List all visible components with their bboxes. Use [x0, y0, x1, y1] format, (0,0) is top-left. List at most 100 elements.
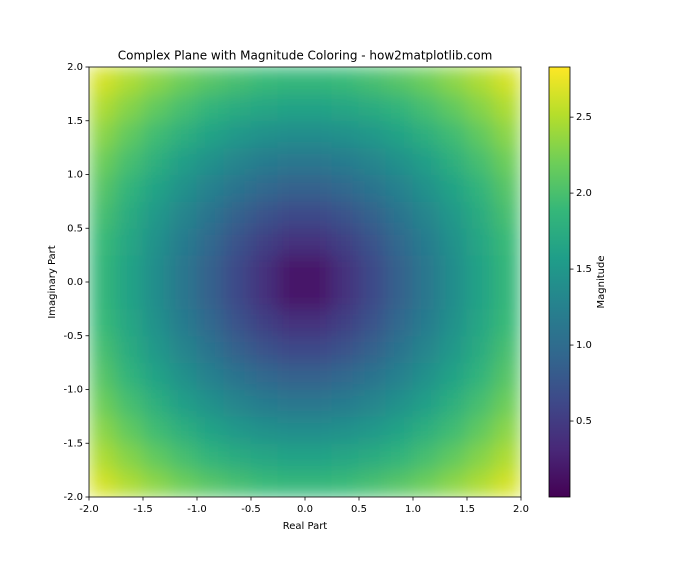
- heatmap-cell: [331, 147, 360, 175]
- heatmap-cell: [277, 67, 306, 95]
- heatmap-cell: [439, 93, 468, 122]
- heatmap-cell: [439, 362, 468, 390]
- heatmap-cell: [493, 93, 521, 122]
- heatmap-cell: [412, 415, 441, 444]
- heatmap-cells: [89, 67, 521, 497]
- heatmap-cell: [169, 174, 198, 202]
- heatmap-cell: [89, 93, 117, 122]
- heatmap-cell: [196, 147, 225, 175]
- heatmap-cell: [331, 174, 360, 202]
- heatmap-cell: [439, 200, 468, 229]
- heatmap-cell: [358, 389, 387, 417]
- heatmap-cell: [277, 362, 306, 390]
- heatmap-cell: [115, 308, 144, 337]
- heatmap-cell: [358, 120, 387, 149]
- heatmap-cell: [385, 227, 414, 256]
- heatmap-cell: [142, 308, 171, 337]
- heatmap-cell: [466, 147, 495, 175]
- heatmap-cell: [493, 147, 521, 175]
- heatmap-cell: [331, 389, 360, 417]
- y-axis-label: Imaginary Part: [47, 245, 58, 318]
- heatmap-cell: [223, 415, 252, 444]
- heatmap-cell: [439, 308, 468, 337]
- heatmap-cell: [250, 335, 279, 364]
- heatmap-cell: [358, 362, 387, 390]
- colorbar-tick-label: 0.5: [576, 416, 592, 427]
- heatmap-cell: [196, 200, 225, 229]
- heatmap-cell: [439, 67, 468, 95]
- heatmap-cell: [115, 67, 144, 95]
- y-tick-label: -1.5: [63, 438, 83, 449]
- heatmap-cell: [89, 308, 117, 337]
- heatmap-cell: [412, 174, 441, 202]
- heatmap-cell: [385, 281, 414, 310]
- heatmap-cell: [196, 469, 225, 497]
- colorbar-tick-label: 1.0: [576, 340, 592, 351]
- heatmap-cell: [115, 200, 144, 229]
- heatmap-cell: [466, 281, 495, 310]
- heatmap-cell: [169, 147, 198, 175]
- heatmap-cell: [169, 415, 198, 444]
- heatmap-cell: [358, 308, 387, 337]
- heatmap-cell: [277, 308, 306, 337]
- heatmap-cell: [169, 227, 198, 256]
- heatmap-cell: [358, 281, 387, 310]
- heatmap-cell: [142, 389, 171, 417]
- heatmap-cell: [115, 335, 144, 364]
- heatmap-cell: [142, 120, 171, 149]
- heatmap-cell: [89, 281, 117, 310]
- heatmap-cell: [439, 174, 468, 202]
- x-tick-label: 0.0: [297, 504, 313, 515]
- heatmap-cell: [439, 281, 468, 310]
- heatmap-cell: [196, 389, 225, 417]
- heatmap-cell: [115, 415, 144, 444]
- heatmap-cell: [304, 227, 333, 256]
- heatmap-cell: [304, 67, 333, 95]
- y-tick-label: 1.5: [67, 116, 83, 127]
- heatmap-cell: [466, 389, 495, 417]
- heatmap-cell: [304, 120, 333, 149]
- heatmap-cell: [493, 281, 521, 310]
- heatmap: [89, 67, 521, 497]
- heatmap-cell: [223, 93, 252, 122]
- heatmap-cell: [277, 120, 306, 149]
- heatmap-cell: [439, 442, 468, 471]
- heatmap-cell: [439, 335, 468, 364]
- heatmap-cell: [331, 335, 360, 364]
- heatmap-cell: [277, 469, 306, 497]
- heatmap-cell: [493, 308, 521, 337]
- heatmap-cell: [412, 442, 441, 471]
- heatmap-cell: [196, 174, 225, 202]
- heatmap-cell: [277, 200, 306, 229]
- y-tick-label: 0.5: [67, 223, 83, 234]
- heatmap-cell: [89, 147, 117, 175]
- heatmap-cell: [412, 93, 441, 122]
- heatmap-cell: [412, 308, 441, 337]
- heatmap-cell: [277, 227, 306, 256]
- heatmap-cell: [385, 415, 414, 444]
- heatmap-cell: [304, 308, 333, 337]
- heatmap-cell: [385, 308, 414, 337]
- heatmap-cell: [89, 415, 117, 444]
- heatmap-cell: [331, 227, 360, 256]
- heatmap-cell: [466, 308, 495, 337]
- heatmap-cell: [250, 147, 279, 175]
- heatmap-cell: [223, 442, 252, 471]
- heatmap-cell: [196, 254, 225, 283]
- heatmap-cell: [89, 469, 117, 497]
- heatmap-cell: [169, 308, 198, 337]
- heatmap-cell: [439, 227, 468, 256]
- heatmap-cell: [358, 442, 387, 471]
- heatmap-cell: [223, 281, 252, 310]
- heatmap-cell: [142, 335, 171, 364]
- heatmap-cell: [169, 67, 198, 95]
- heatmap-cell: [466, 93, 495, 122]
- heatmap-cell: [115, 120, 144, 149]
- heatmap-cell: [169, 335, 198, 364]
- heatmap-cell: [331, 442, 360, 471]
- x-tick-label: -0.5: [241, 504, 261, 515]
- heatmap-cell: [439, 147, 468, 175]
- heatmap-cell: [142, 67, 171, 95]
- heatmap-cell: [115, 362, 144, 390]
